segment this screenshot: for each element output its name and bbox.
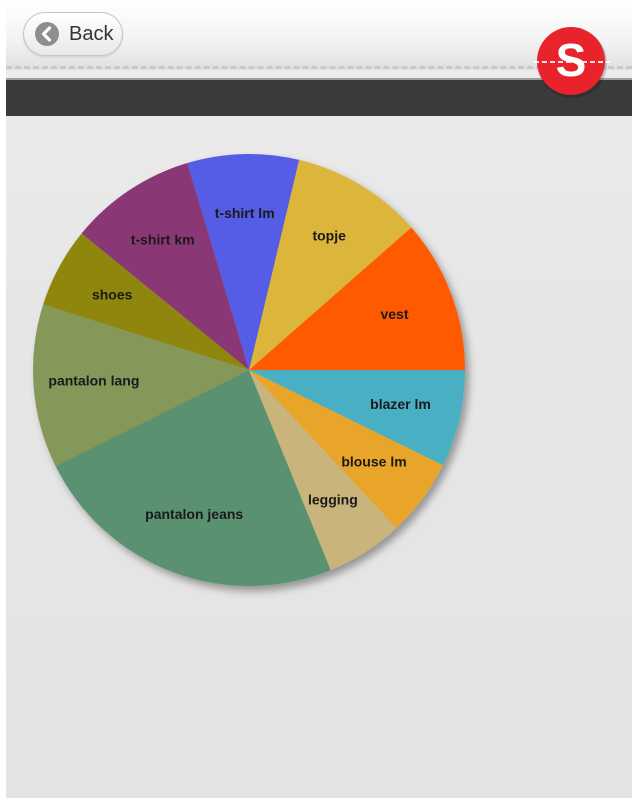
- back-button[interactable]: Back: [23, 12, 123, 56]
- brand-s-logo: S: [534, 27, 610, 98]
- chevron-left-circle-icon: [34, 21, 60, 47]
- chart-area: vest topje t-shirt lm t-shirt km shoes pantal…: [6, 114, 632, 634]
- slice-label: blazer lm: [370, 396, 431, 412]
- toolbar-dark-bar: [6, 78, 632, 116]
- pie-slice-pantalon-lang[interactable]: [32, 304, 250, 467]
- pie-slice-pantalon-jeans[interactable]: [55, 370, 331, 587]
- slice-label: shoes: [92, 287, 133, 303]
- slice-label: vest: [380, 306, 408, 322]
- slice-label: pantalon lang: [48, 373, 139, 389]
- pie-slice-t-shirt-km[interactable]: [81, 162, 249, 370]
- logo-letter: S: [556, 34, 587, 86]
- pie-slice-blazer-lm[interactable]: [249, 370, 465, 466]
- slice-label: legging: [308, 492, 358, 508]
- pie-slice-blouse-lm[interactable]: [249, 370, 443, 528]
- slice-label: pantalon jeans: [145, 506, 243, 522]
- back-button-label: Back: [69, 22, 114, 45]
- header-stitch-divider: [6, 66, 632, 69]
- slice-label: t-shirt km: [131, 231, 195, 247]
- pie-slice-t-shirt-lm[interactable]: [187, 153, 300, 370]
- slice-label: t-shirt lm: [215, 205, 275, 221]
- slice-label: topje: [312, 228, 346, 244]
- app-frame: Back S vest topje t-shirt lm t-shirt km shoe…: [6, 0, 632, 798]
- header-bar: Back: [6, 0, 632, 70]
- pie-slice-vest[interactable]: [249, 227, 465, 370]
- pie-slice-legging[interactable]: [249, 370, 397, 570]
- pie-chart: vest topje t-shirt lm t-shirt km shoes pantal…: [32, 153, 465, 587]
- pie-slice-topje[interactable]: [249, 159, 412, 370]
- pie-slice-shoes[interactable]: [43, 233, 249, 370]
- slice-label: blouse lm: [341, 453, 406, 469]
